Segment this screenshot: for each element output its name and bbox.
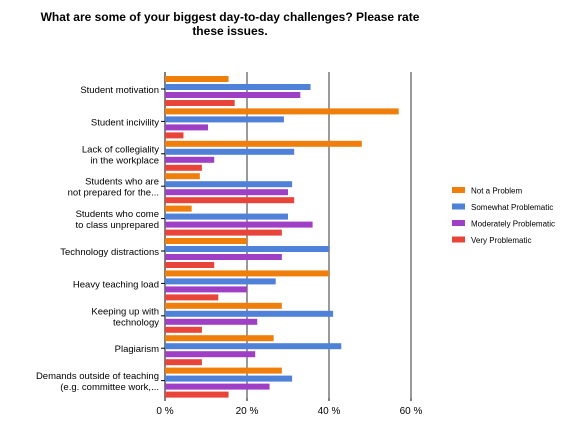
legend-swatch — [452, 187, 465, 193]
y-tick-label: not prepared for the... — [68, 188, 159, 199]
bar — [165, 189, 288, 196]
bar — [165, 246, 329, 252]
bar — [165, 375, 293, 382]
bar — [165, 351, 256, 358]
bar — [165, 148, 295, 155]
bar — [165, 318, 258, 325]
y-tick-label: Heavy teaching load — [73, 279, 159, 290]
y-tick-label: (e.g. committee work,... — [60, 382, 159, 393]
bar — [165, 156, 215, 163]
legend: Not a Problem Somewhat Problematic Moderat… — [452, 187, 555, 245]
bar — [165, 100, 235, 106]
bar — [165, 302, 282, 309]
legend-swatch — [452, 236, 465, 243]
chart-title-line-1: What are some of your biggest day-to-day… — [40, 10, 420, 24]
bar — [165, 359, 202, 366]
bar — [165, 254, 282, 260]
bar — [165, 84, 311, 90]
bar — [165, 383, 270, 390]
bar — [165, 294, 219, 301]
bar — [165, 343, 342, 350]
y-tick-label: Lack of collegiality — [82, 144, 159, 155]
bar — [165, 335, 274, 342]
bar — [165, 391, 229, 398]
x-tick-label: 40 % — [318, 406, 341, 417]
chart-title-line-2: these issues. — [192, 24, 268, 38]
bar — [165, 164, 202, 171]
legend-swatch — [452, 220, 465, 226]
y-tick-label: Plagiarism — [115, 344, 159, 355]
y-tick-label: Students who come — [76, 209, 159, 220]
bar — [165, 205, 192, 212]
chart-title: What are some of your biggest day-to-day… — [0, 10, 460, 38]
legend-label: Very Problematic — [471, 236, 531, 245]
bar — [165, 229, 282, 236]
bar — [165, 286, 247, 293]
legend-label: Somewhat Problematic — [471, 203, 553, 212]
y-tick-label: in the workplace — [90, 155, 159, 166]
bar — [165, 132, 184, 139]
bar — [165, 124, 209, 131]
bar — [165, 326, 202, 333]
y-tick-label: Technology distractions — [60, 247, 159, 258]
bar — [165, 140, 362, 147]
legend-label: Not a Problem — [471, 187, 522, 196]
bar — [165, 173, 200, 180]
y-tick-label: Keeping up with — [91, 306, 159, 317]
x-tick-label: 20 % — [236, 406, 259, 417]
bar — [165, 221, 313, 228]
x-tick-label: 0 % — [156, 406, 173, 417]
bar — [165, 310, 334, 317]
bar — [165, 367, 282, 374]
bar — [165, 213, 288, 220]
bar — [165, 197, 295, 204]
bar — [165, 270, 329, 277]
y-tick-label: Demands outside of teaching — [36, 371, 159, 382]
bar — [165, 181, 293, 188]
x-tick-label: 60 % — [400, 406, 423, 417]
bar — [165, 238, 247, 244]
legend-label: Moderately Problematic — [471, 220, 555, 229]
y-tick-label: to class unprepared — [76, 220, 159, 231]
legend-swatch — [452, 203, 465, 210]
bar — [165, 116, 284, 123]
y-tick-label: technology — [113, 317, 159, 328]
y-tick-label: Student incivility — [91, 117, 159, 128]
bar — [165, 76, 229, 82]
bar — [165, 278, 276, 285]
y-tick-label: Student motivation — [80, 85, 159, 96]
bar — [165, 92, 301, 98]
y-tick-label: Students who are — [85, 177, 159, 188]
bar — [165, 262, 215, 268]
bar — [165, 108, 399, 115]
